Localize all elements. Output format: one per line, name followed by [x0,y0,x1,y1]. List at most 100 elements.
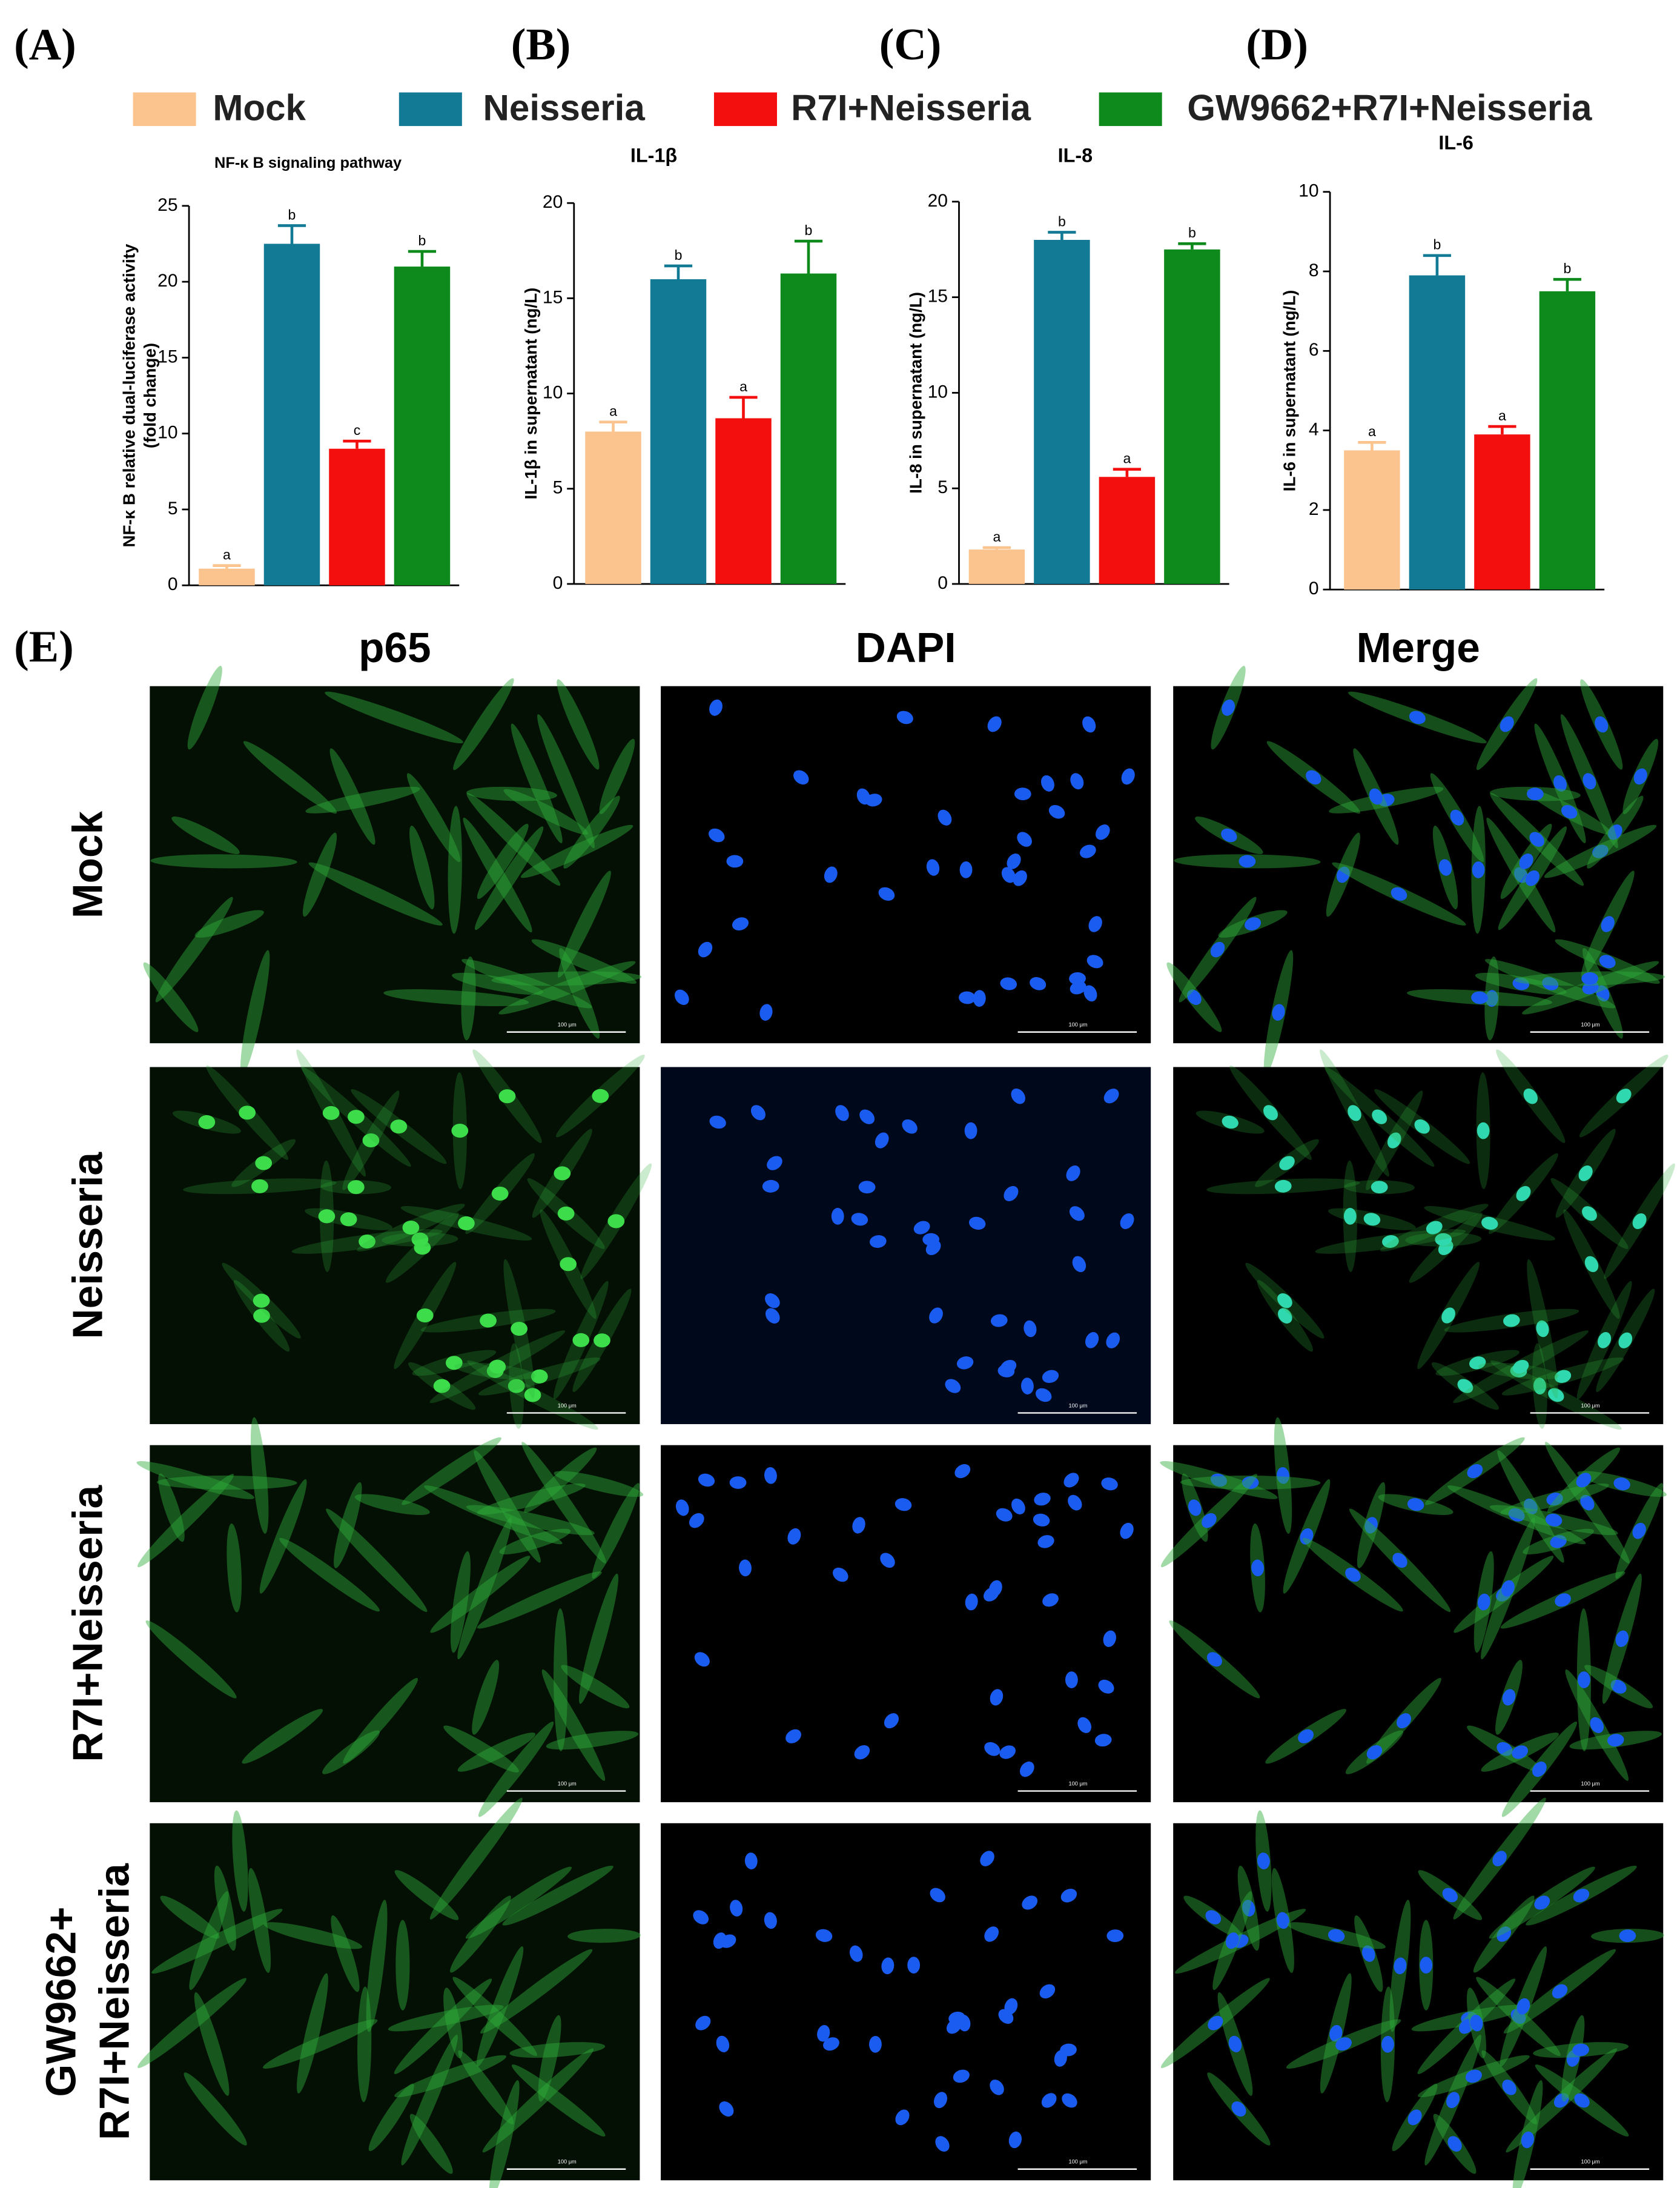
cell-nucleus [1065,1671,1078,1688]
legend-label: Neisseria [483,88,646,128]
cell-nucleus [987,716,1002,732]
bar [1409,275,1466,590]
cell-nucleus [1465,2069,1482,2083]
cell-nucleus [1251,1559,1264,1577]
cell-nucleus [878,887,895,901]
cell-nucleus [1513,867,1528,883]
cell-nucleus [1615,1630,1629,1647]
bar [780,273,837,584]
error-bar [1048,231,1076,240]
cell-body [227,1523,242,1613]
significance-label: a [1368,423,1376,439]
cell-nucleus [956,1356,974,1370]
cell-nucleus [823,2037,839,2051]
significance-label: a [609,403,617,419]
cell-body [452,1977,537,2057]
cell-body [546,1731,639,1750]
cell-body [511,2064,606,2137]
panel-label: (A) [14,20,76,70]
cell-body [250,1417,269,1534]
cell-body [509,2042,606,2058]
cell-body [578,1573,619,1704]
cell-nucleus [1521,2131,1535,2149]
cell-nucleus [1496,1742,1513,1756]
cell-nucleus [959,861,973,878]
cell-nucleus [1106,1332,1120,1348]
cell-nucleus [1020,1762,1034,1777]
micrograph: 100 μm [143,666,642,1075]
cell-nucleus [1348,1105,1361,1121]
micrograph-background [150,1823,640,2181]
cell-nucleus [1457,1379,1473,1393]
cell-nucleus [480,1313,497,1328]
cell-body [482,2048,594,2153]
cell-nucleus [875,1132,889,1149]
cell-nucleus [1573,1888,1590,1903]
bar [1344,450,1400,590]
cell-body [592,1483,640,1579]
cell-nucleus [1068,1494,1082,1511]
cell-body [150,854,297,869]
cell-nucleus [1516,1185,1531,1201]
cell-body [503,789,589,835]
cell-body [262,2019,378,2069]
cell-nucleus [511,1321,528,1336]
y-tick-label: 15 [928,287,948,307]
y-tick-label: 20 [543,192,563,212]
significance-label: b [805,222,813,238]
cell-nucleus [1096,824,1110,840]
cell-body [430,1556,531,1633]
cell-nucleus [531,1369,548,1384]
cell-nucleus [881,1957,895,1975]
cell-nucleus [729,1476,747,1489]
cell-nucleus [1063,1473,1079,1488]
cell-body [524,1447,597,1513]
cell-nucleus [1574,2093,1590,2108]
legend-label: R7I+Neisseria [791,88,1031,128]
cell-nucleus [362,1133,380,1148]
legend-swatch [1099,92,1162,127]
y-tick-label: 20 [928,191,948,211]
cell-body [554,1608,568,1751]
cell-nucleus [390,1119,408,1134]
cell-nucleus [560,1257,577,1271]
cell-nucleus [785,1729,801,1743]
cell-nucleus [554,1166,571,1181]
cell-nucleus [359,1234,375,1249]
cell-nucleus [1582,981,1599,995]
row-label: GW9662+ [38,1906,85,2097]
cell-nucleus [1550,1535,1567,1548]
cell-nucleus [935,2136,950,2152]
significance-label: b [288,207,296,222]
cell-nucleus [1438,859,1452,876]
cell-nucleus [1277,1467,1289,1484]
cell-nucleus [1592,844,1609,858]
cell-body [137,1978,246,2068]
scale-bar-label: 100 μm [1068,1022,1087,1028]
cell-nucleus [716,2035,730,2052]
micrograph-background [661,686,1151,1044]
cell-nucleus [1542,976,1559,990]
cell-nucleus [1276,1912,1289,1929]
cell-nucleus [1529,832,1544,847]
significance-label: a [1498,408,1506,423]
cell-nucleus [1392,1553,1407,1568]
cell-nucleus [1435,1233,1452,1246]
cell-body [368,2083,414,2152]
cell-nucleus [1512,977,1530,990]
cell-body [158,1473,185,1542]
y-tick-label: 6 [1309,340,1319,360]
row-label: R7I+Neisseria [64,1485,111,1762]
cell-nucleus [1469,1356,1486,1370]
y-tick-label: 0 [938,573,948,593]
cell-nucleus [1364,1517,1378,1534]
cell-nucleus [1085,1332,1099,1348]
y-tick-label: 0 [553,573,563,593]
cell-body [136,1461,254,1499]
cell-nucleus [1409,711,1426,724]
cell-nucleus [1206,1652,1222,1667]
cell-nucleus [693,1910,709,1924]
cell-nucleus [1298,1729,1314,1743]
cell-nucleus [1069,972,1086,985]
cell-nucleus [1512,1745,1529,1759]
